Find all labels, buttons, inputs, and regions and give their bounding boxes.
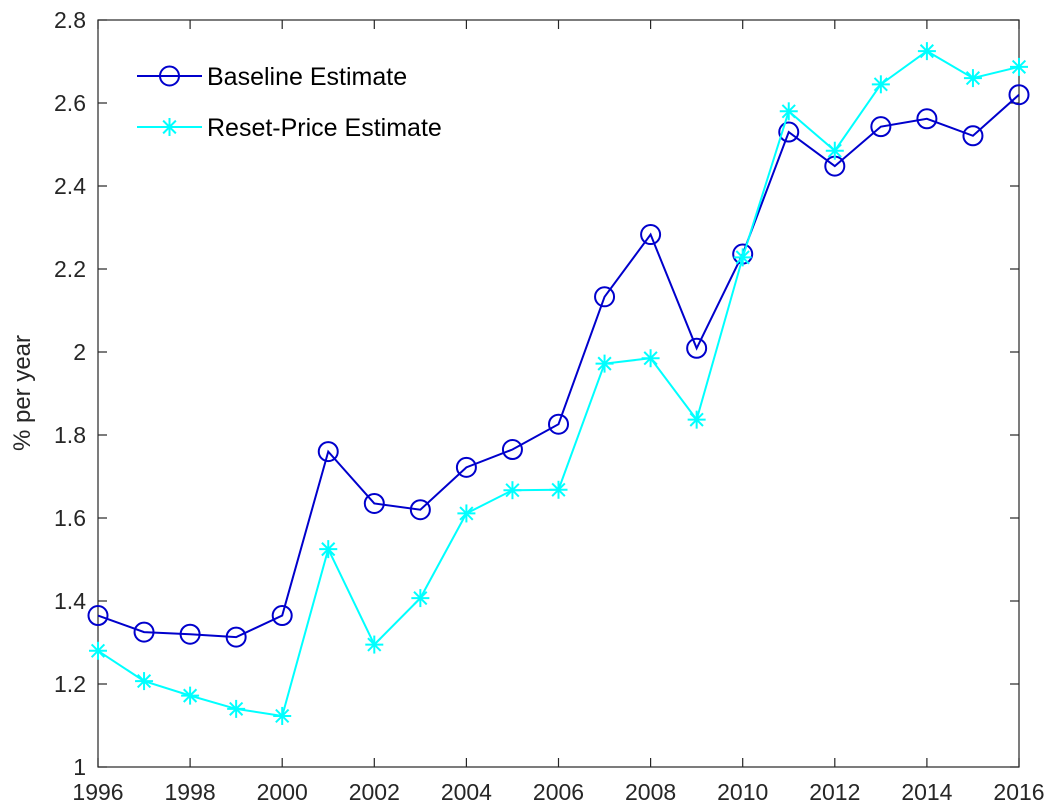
data-point [501,439,523,461]
data-point [89,641,107,660]
asterisk-stroke [735,250,750,265]
y-tick-label: 1.4 [54,588,86,614]
y-tick-label: 2.2 [54,256,86,282]
data-point [916,108,938,130]
data-point [871,75,890,94]
data-point [595,354,614,373]
data-point [549,480,568,499]
y-tick-label: 1.2 [54,671,86,697]
data-point [548,413,569,435]
y-tick-label: 2.8 [54,7,86,33]
data-point [963,69,982,88]
asterisk-stroke [643,351,658,366]
data-point [686,337,708,359]
legend-label: Reset-Price Estimate [207,114,442,142]
y-tick-label: 1.6 [54,505,86,531]
asterisk-stroke [136,674,152,689]
asterisk-stroke [505,483,520,498]
legend-marker [160,118,179,136]
data-point [409,499,431,521]
x-tick-label: 2008 [625,779,676,805]
series-2 [89,42,1028,725]
asterisk-stroke [689,412,704,427]
data-point [594,286,616,308]
data-point [225,626,247,648]
asterisk-stroke [459,506,474,521]
x-tick-label: 2012 [809,779,860,805]
data-point [687,410,706,429]
data-point [365,635,384,654]
asterisk-stroke [873,77,888,92]
data-point [640,224,662,246]
asterisk-stroke [781,104,796,119]
x-tick-label: 2010 [717,779,768,805]
x-tick-label: 1998 [165,779,216,805]
asterisk-stroke [551,482,566,497]
y-tick-label: 1 [73,754,86,780]
data-point [962,125,984,147]
data-point [733,248,752,267]
data-point [779,102,798,121]
x-tick-label: 2014 [901,779,952,805]
asterisk-stroke [965,71,981,86]
data-point [133,621,155,643]
data-point [135,672,154,691]
data-point [411,589,430,608]
x-tick-label: 1996 [72,779,123,805]
asterisk-stroke [321,542,336,557]
asterisk-stroke [229,701,244,716]
y-axis-label: % per year [9,335,36,451]
legend-item-1: Baseline Estimate [137,63,407,91]
legend: Baseline Estimate Reset-Price Estimate [137,63,442,142]
y-tick-label: 1.8 [54,422,86,448]
x-tick-label: 2016 [993,779,1044,805]
data-point [317,441,339,463]
data-point [181,686,200,705]
plot-area [97,19,1020,768]
asterisk-stroke [1011,59,1027,74]
y-tick-label: 2 [73,339,86,365]
asterisk-stroke [90,643,106,658]
data-point [641,349,660,368]
data-point [503,481,522,500]
legend-label: Baseline Estimate [207,63,407,91]
data-point [917,42,936,61]
data-point [457,504,476,523]
data-point [363,492,385,514]
legend-marker [159,65,180,87]
data-point [1008,84,1030,106]
x-tick-label: 2000 [257,779,308,805]
data-point [870,116,892,138]
x-tick-label: 2004 [441,779,492,805]
asterisk-stroke [367,637,382,652]
data-point [273,706,292,725]
data-point [87,605,109,627]
data-point [455,456,477,478]
data-point [271,605,293,627]
data-point [1010,57,1028,76]
y-tick-label: 2.6 [54,90,86,116]
asterisk-stroke [183,688,198,703]
y-tick-label: 2.4 [54,173,86,199]
data-point [179,623,201,645]
legend-item-2: Reset-Price Estimate [137,114,442,142]
series-1 [87,84,1030,648]
data-point [778,121,800,143]
data-point [319,540,338,559]
ticks [97,19,1020,768]
x-tick-label: 2002 [349,779,400,805]
asterisk-stroke [413,591,428,606]
x-tick-label: 2006 [533,779,584,805]
asterisk-stroke [827,143,842,158]
asterisk-stroke [275,708,290,724]
asterisk-stroke [597,356,612,371]
series-layer [87,42,1030,725]
asterisk-stroke [162,119,177,135]
data-point [825,141,844,160]
tick-labels: 1996 1998 2000 2002 2004 2006 2008 2010 2012 2014… [54,7,1045,805]
data-point [227,699,246,718]
series-line [97,93,1020,639]
asterisk-stroke [919,44,934,59]
